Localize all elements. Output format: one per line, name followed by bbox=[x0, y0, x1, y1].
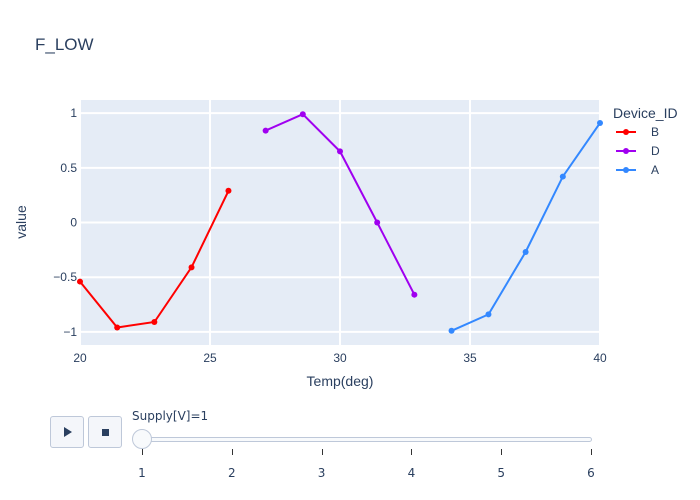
play-icon bbox=[64, 427, 72, 437]
series-D bbox=[262, 111, 418, 298]
slider-tick bbox=[142, 449, 143, 455]
stop-icon bbox=[102, 429, 109, 436]
series-layer bbox=[77, 111, 603, 334]
data-point-D bbox=[411, 291, 418, 298]
data-point-A bbox=[485, 311, 492, 318]
legend-item-B[interactable]: B bbox=[616, 125, 659, 139]
data-point-B bbox=[151, 319, 158, 326]
y-axis-label: value bbox=[13, 205, 29, 239]
data-point-D bbox=[262, 127, 269, 134]
slider-step-label[interactable]: 6 bbox=[587, 466, 595, 480]
slider-tick bbox=[501, 449, 503, 455]
legend-swatch-marker bbox=[623, 167, 629, 173]
data-point-B bbox=[188, 264, 195, 271]
data-point-A bbox=[597, 119, 603, 126]
play-button[interactable] bbox=[50, 416, 84, 448]
legend-label: B bbox=[651, 125, 659, 139]
slider-step-label[interactable]: 2 bbox=[227, 466, 236, 480]
x-tick-label: 20 bbox=[73, 351, 87, 365]
x-tick-label: 25 bbox=[203, 351, 217, 365]
x-tick-label: 30 bbox=[333, 351, 347, 365]
legend-label: A bbox=[651, 163, 659, 177]
data-point-A bbox=[448, 327, 455, 334]
slider-step-label[interactable]: 1 bbox=[138, 466, 146, 480]
slider-step-label[interactable]: 3 bbox=[317, 466, 326, 480]
slider-tick bbox=[231, 449, 233, 455]
x-axis-label: Temp(deg) bbox=[307, 373, 374, 389]
legend: BDA bbox=[616, 125, 660, 177]
legend-swatch-marker bbox=[623, 148, 629, 154]
y-tick-label: −1 bbox=[63, 325, 77, 339]
legend-item-D[interactable]: D bbox=[616, 144, 660, 158]
data-point-A bbox=[559, 173, 566, 180]
slider-tick bbox=[591, 449, 592, 455]
data-point-B bbox=[225, 187, 232, 194]
data-point-B bbox=[77, 278, 83, 285]
legend-label: D bbox=[651, 144, 660, 158]
y-tick-label: 0 bbox=[70, 216, 77, 230]
y-tick-label: 1 bbox=[70, 106, 77, 120]
data-point-D bbox=[299, 111, 306, 118]
data-point-D bbox=[374, 219, 381, 226]
y-tick-label: −0.5 bbox=[53, 270, 77, 284]
x-axis-ticks: 20 25 30 35 40 bbox=[73, 351, 607, 365]
grid bbox=[79, 100, 601, 345]
series-A bbox=[448, 119, 603, 334]
slider-step-label[interactable]: 5 bbox=[497, 466, 506, 480]
legend-item-A[interactable]: A bbox=[616, 163, 659, 177]
x-tick-label: 35 bbox=[463, 351, 477, 365]
legend-title: Device_ID bbox=[613, 105, 678, 121]
chart-title: F_LOW bbox=[35, 35, 94, 54]
slider-handle[interactable] bbox=[132, 429, 152, 449]
data-point-B bbox=[114, 324, 121, 331]
y-axis-ticks: 1 0.5 0 −0.5 −1 bbox=[53, 106, 77, 339]
slider-track[interactable] bbox=[140, 437, 592, 442]
data-point-D bbox=[337, 148, 343, 155]
slider-tick bbox=[321, 449, 323, 455]
x-tick-label: 40 bbox=[593, 351, 607, 365]
slider-step-label[interactable]: 4 bbox=[407, 466, 416, 480]
stop-button[interactable] bbox=[88, 416, 122, 448]
slider-tick bbox=[411, 449, 413, 455]
series-B bbox=[77, 187, 232, 331]
data-point-A bbox=[522, 249, 529, 256]
slider-current-value-label: Supply[V]=1 bbox=[132, 409, 209, 423]
legend-swatch-marker bbox=[623, 129, 629, 135]
y-tick-label: 0.5 bbox=[60, 161, 77, 175]
